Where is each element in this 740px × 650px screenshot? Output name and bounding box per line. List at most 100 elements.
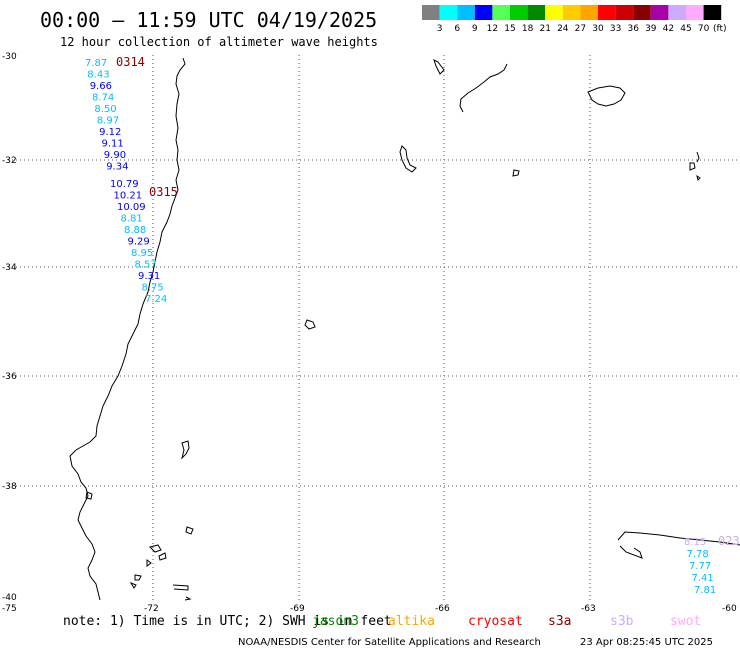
altimeter-tracks: 7.878.439.668.748.508.979.129.119.909.34… xyxy=(85,55,740,596)
island-cluster xyxy=(158,552,167,561)
island-cluster xyxy=(134,574,142,581)
satellite-label: s3b xyxy=(610,614,634,629)
legend-swatch xyxy=(545,5,563,20)
latitude-labels: -30 -32 -34 -36 -38 -40 xyxy=(2,52,17,603)
legend-label: 42 xyxy=(663,24,674,34)
legend-label: 6 xyxy=(454,24,460,34)
coast-fragment-east xyxy=(696,174,701,181)
lon-label: -75 xyxy=(2,604,17,614)
legend-swatch xyxy=(422,5,440,20)
pass-time-label: 0315 xyxy=(149,185,178,199)
island-cluster xyxy=(129,581,137,589)
legend-label: 39 xyxy=(645,24,657,34)
lon-label: -63 xyxy=(581,604,596,614)
satellite-label: altika xyxy=(388,614,435,629)
legend-swatch xyxy=(492,5,510,20)
wave-height-label: 8.97 xyxy=(97,116,119,127)
legend-label: 45 xyxy=(680,24,691,34)
legend-swatch xyxy=(633,5,651,20)
graticule xyxy=(8,55,740,600)
wave-height-label: 9.90 xyxy=(104,150,126,161)
legend-swatch xyxy=(598,5,616,20)
legend-label: 15 xyxy=(504,24,515,34)
satellite-label: jason3 xyxy=(312,614,359,629)
island-small xyxy=(512,169,520,177)
wave-height-label: 9.11 xyxy=(102,139,124,150)
legend-label: 21 xyxy=(539,24,550,34)
wave-height-label: 9.12 xyxy=(99,127,121,138)
coast-fragment-east xyxy=(689,162,696,171)
lat-label: -38 xyxy=(2,482,17,492)
legend-label: 30 xyxy=(592,24,604,34)
wave-height-label: 8.95 xyxy=(131,248,153,259)
satellite-label: cryosat xyxy=(468,614,523,629)
wave-height-label: 8.74 xyxy=(92,93,114,104)
legend-swatch xyxy=(580,5,598,20)
coast-fragment-east xyxy=(696,151,700,163)
coast-south-east xyxy=(619,545,643,559)
footer-timestamp: 23 Apr 08:25:45 UTC 2025 xyxy=(580,637,713,648)
island-large xyxy=(587,85,626,107)
wave-height-label: 10.21 xyxy=(114,191,143,202)
wave-height-label: 8.43 xyxy=(87,70,109,81)
wave-height-label: 8.15 xyxy=(684,537,706,548)
island-cluster xyxy=(185,526,194,535)
legend-label: 18 xyxy=(522,24,534,34)
legend-swatch xyxy=(703,5,722,20)
wave-height-label: 8.75 xyxy=(142,283,164,294)
legend-swatch xyxy=(615,5,634,20)
south-america-west-coast xyxy=(69,57,186,601)
legend-label: 70 xyxy=(698,24,710,34)
map-title: 00:00 – 11:59 UTC 04/19/2025 xyxy=(40,8,377,32)
wave-height-label: 9.29 xyxy=(128,237,150,248)
lon-label: -72 xyxy=(144,604,159,614)
wave-height-label: 7.87 xyxy=(85,58,107,69)
pass-time-label: 023 xyxy=(718,534,740,548)
legend-label: 27 xyxy=(575,24,586,34)
note-text: note: 1) Time is in UTC; 2) SWH is in fe… xyxy=(63,614,392,629)
lat-label: -32 xyxy=(2,156,17,166)
wave-height-label: 8.57 xyxy=(135,260,157,271)
wave-height-label: 8.50 xyxy=(94,104,116,115)
island-cluster xyxy=(172,584,189,591)
legend-label: 36 xyxy=(627,24,639,34)
lon-label: -66 xyxy=(435,604,450,614)
legend-label: 24 xyxy=(557,24,569,34)
wave-height-label: 7.78 xyxy=(687,549,709,560)
longitude-labels: -75 -72 -69 -66 -63 -60 xyxy=(2,604,737,614)
wave-height-label: 8.88 xyxy=(124,225,146,236)
wave-height-label: 10.09 xyxy=(117,202,146,213)
legend-label: 9 xyxy=(472,24,478,34)
legend-swatch xyxy=(527,5,546,20)
island-cluster xyxy=(149,544,162,553)
wave-height-label: 9.34 xyxy=(106,162,128,173)
lat-label: -30 xyxy=(2,52,17,62)
legend-label: 33 xyxy=(610,24,621,34)
satellite-label: swot xyxy=(670,614,701,629)
legend-swatch xyxy=(668,5,686,20)
map-subtitle: 12 hour collection of altimeter wave hei… xyxy=(60,35,378,49)
legend-swatch xyxy=(439,5,458,20)
legend-swatch xyxy=(686,5,704,20)
lat-label: -36 xyxy=(2,372,17,382)
lon-label: -69 xyxy=(290,604,305,614)
legend-swatch xyxy=(562,5,581,20)
island-cluster xyxy=(184,596,192,601)
wave-height-label: 9.66 xyxy=(90,81,112,92)
lon-label: -60 xyxy=(722,604,737,614)
coast-fragment-top xyxy=(459,63,508,113)
legend-swatch xyxy=(650,5,669,20)
wave-height-label: 7.41 xyxy=(692,573,714,584)
coast-fragment-top xyxy=(433,59,445,75)
wave-height-label: 10.79 xyxy=(110,179,139,190)
lat-label: -34 xyxy=(2,263,17,273)
satellite-label: s3a xyxy=(548,614,571,629)
legend-swatch xyxy=(510,5,528,20)
satellite-legend: jason3 altika cryosat s3a s3b swot xyxy=(312,614,701,629)
lat-label: -40 xyxy=(2,593,17,603)
wave-height-label: 9.31 xyxy=(138,271,160,282)
legend-swatch xyxy=(474,5,493,20)
wave-height-label: 7.24 xyxy=(145,294,167,305)
island-cluster xyxy=(85,491,93,500)
